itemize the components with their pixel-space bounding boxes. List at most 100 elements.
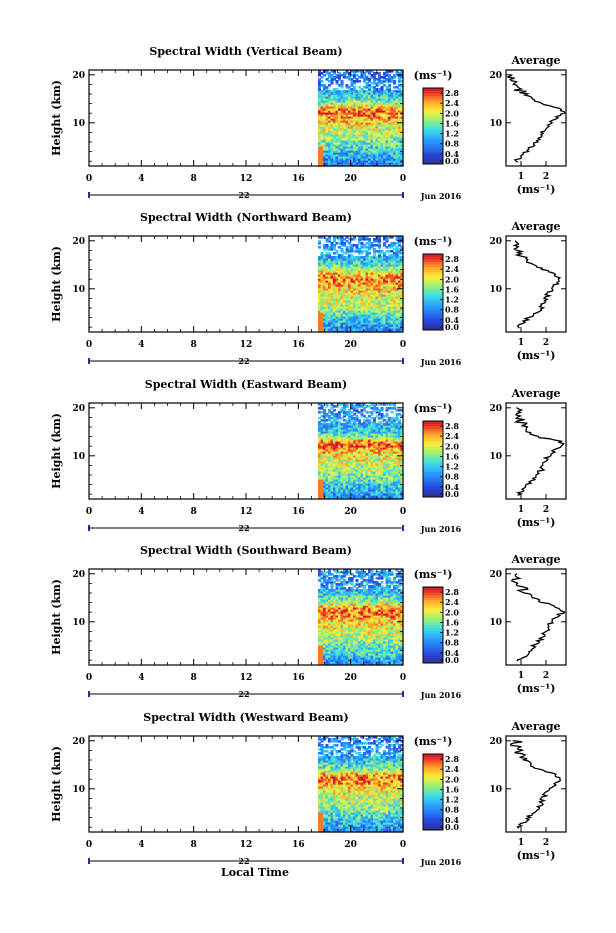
- x-tick-label: 8: [191, 174, 197, 184]
- y-tick-label: 20: [72, 237, 85, 247]
- heatmap-cell: [380, 250, 383, 253]
- heatmap-cell: [325, 244, 328, 247]
- y-axis-label: Height (km): [50, 246, 63, 322]
- avg-y-tick-label: 10: [489, 452, 502, 462]
- colorbar-tick-label: 2.8: [445, 421, 459, 431]
- colorbar-tick-label: 0.4: [445, 149, 459, 159]
- colorbar-tick-label: 1.6: [445, 118, 459, 128]
- heatmap-cell: [345, 84, 348, 87]
- colorbar-segment: [423, 129, 443, 132]
- heatmap-cell: [318, 246, 321, 249]
- avg-x-tick-label: 1: [518, 172, 524, 182]
- colorbar-segment: [423, 292, 443, 295]
- colorbar-segment: [423, 118, 443, 121]
- colorbar-tick-label: 0.4: [445, 315, 459, 325]
- x-tick-label: 0: [400, 507, 406, 517]
- colorbar-segment: [423, 300, 443, 303]
- colorbar-tick-label: 2.4: [445, 98, 459, 108]
- colorbar-segment: [423, 320, 443, 323]
- heatmap-cell: [338, 72, 341, 75]
- y-axis-label: Height (km): [50, 80, 63, 156]
- colorbar-segment: [423, 322, 443, 325]
- colorbar-segment: [423, 431, 443, 434]
- colorbar-segment: [423, 279, 443, 282]
- avg-x-tick-label: 2: [543, 505, 549, 515]
- colorbar-segment: [423, 451, 443, 454]
- panel-title: Spectral Width (Southward Beam): [140, 544, 352, 557]
- y-axis-label: Height (km): [50, 413, 63, 489]
- x-tick-label: 0: [86, 507, 92, 517]
- avg-profile-line: [516, 408, 564, 496]
- x-tick-label: 20: [344, 174, 357, 184]
- colorbar-segment: [423, 269, 443, 272]
- colorbar-tick-label: 1.2: [445, 295, 459, 305]
- colorbar-segment: [423, 312, 443, 315]
- month-label: Jun 2016: [420, 524, 462, 534]
- colorbar-segment: [423, 429, 443, 432]
- heatmap-cells: [318, 569, 404, 666]
- colorbar-segment: [423, 262, 443, 265]
- x-tick-label: 4: [138, 507, 144, 517]
- avg-x-tick-label: 2: [543, 338, 549, 348]
- heatmap-cell: [318, 240, 321, 243]
- colorbar-segment: [423, 426, 443, 429]
- colorbar-segment: [423, 302, 443, 305]
- avg-y-tick-label: 10: [489, 285, 502, 295]
- day-label: 22: [238, 190, 249, 200]
- colorbar-segment: [423, 472, 443, 475]
- y-tick-label: 20: [72, 404, 85, 414]
- y-tick-label: 10: [72, 119, 85, 129]
- x-tick-label: 0: [400, 340, 406, 350]
- avg-title: Average: [510, 54, 560, 67]
- avg-title: Average: [510, 387, 560, 400]
- colorbar-segment: [423, 449, 443, 452]
- colorbar-tick-label: 0.8: [445, 472, 459, 482]
- colorbar-tick-label: 2.0: [445, 274, 459, 284]
- colorbar-segment: [423, 156, 443, 159]
- colorbar-tick-label: 2.8: [445, 254, 459, 264]
- heatmap-cell: [350, 254, 353, 257]
- heatmap-cells: [318, 70, 404, 167]
- colorbar-tick-label: 2.8: [445, 88, 459, 98]
- heatmap-cells: [318, 403, 404, 500]
- panel-title: Spectral Width (Northward Beam): [140, 211, 352, 224]
- colorbar-segment: [423, 274, 443, 277]
- x-tick-label: 8: [191, 507, 197, 517]
- colorbar-segment: [423, 492, 443, 495]
- x-tick-label: 12: [240, 507, 253, 517]
- avg-y-tick-label: 20: [489, 404, 502, 414]
- avg-y-tick-label: 20: [489, 71, 502, 81]
- avg-x-tick-label: 1: [518, 505, 524, 515]
- y-tick-label: 20: [72, 71, 85, 81]
- colorbar-tick-label: 0.4: [445, 482, 459, 492]
- colorbar-segment: [423, 146, 443, 149]
- colorbar-tick-label: 1.2: [445, 129, 459, 139]
- x-tick-label: 12: [240, 340, 253, 350]
- day-label: 22: [238, 523, 249, 533]
- heatmap-cell: [320, 252, 323, 255]
- colorbar-segment: [423, 467, 443, 470]
- heatmap-cell: [380, 407, 383, 410]
- colorbar-segment: [423, 477, 443, 480]
- colorbar-segment: [423, 305, 443, 308]
- avg-x-label: (ms⁻¹): [517, 183, 556, 196]
- colorbar-segment: [423, 325, 443, 328]
- colorbar-segment: [423, 487, 443, 490]
- avg-x-label: (ms⁻¹): [517, 349, 556, 362]
- colorbar-segment: [423, 134, 443, 137]
- colorbar-segment: [423, 264, 443, 267]
- colorbar-unit: (ms⁻¹): [414, 69, 453, 82]
- colorbar-segment: [423, 489, 443, 492]
- y-tick-label: 10: [72, 452, 85, 462]
- month-label: Jun 2016: [420, 191, 462, 201]
- heatmap-cell: [388, 84, 391, 87]
- colorbar-segment: [423, 154, 443, 157]
- colorbar-segment: [423, 439, 443, 442]
- colorbar-segment: [423, 106, 443, 109]
- colorbar-segment: [423, 289, 443, 292]
- x-tick-label: 16: [292, 507, 305, 517]
- colorbar-segment: [423, 116, 443, 119]
- x-tick-label: 12: [240, 174, 253, 184]
